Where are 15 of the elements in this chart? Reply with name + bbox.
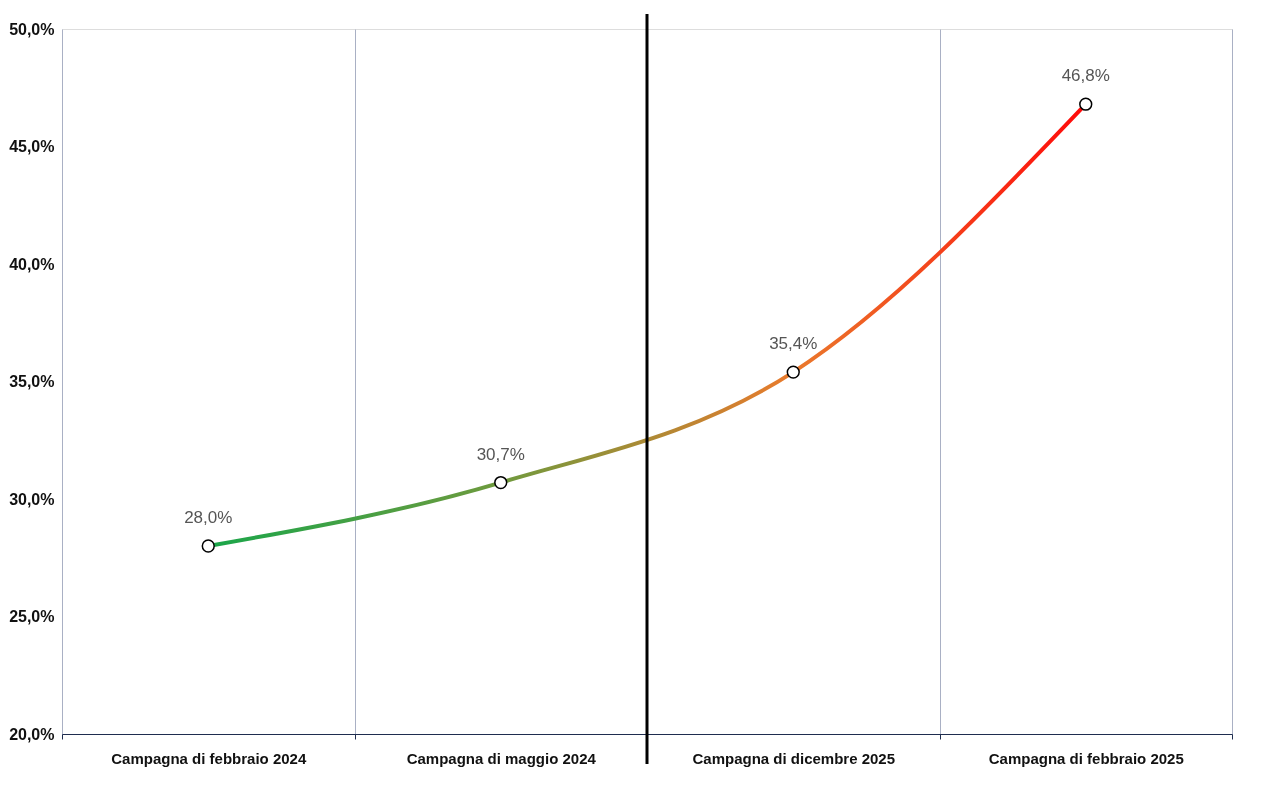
y-tick-label: 40,0% (9, 255, 55, 273)
y-tick-label: 35,0% (9, 373, 55, 390)
x-tick-label: Campagna di febbraio 2025 (988, 749, 1184, 767)
data-label: 28,0% (184, 508, 233, 527)
data-label: 30,7% (476, 444, 525, 464)
y-tick-label: 20,0% (9, 725, 55, 743)
data-label: 35,4% (769, 334, 818, 354)
y-tick-label: 30,0% (9, 490, 55, 508)
y-tick-label: 45,0% (9, 138, 55, 155)
x-tick-label: Campagna di febbraio 2024 (111, 749, 307, 767)
x-tick-label: Campagna di maggio 2024 (406, 749, 597, 767)
y-tick-label: 25,0% (9, 608, 55, 625)
x-tick-label: Campagna di dicembre 2025 (692, 749, 896, 767)
data-label: 46,8% (1061, 66, 1110, 86)
y-tick-label: 50,0% (9, 20, 55, 38)
